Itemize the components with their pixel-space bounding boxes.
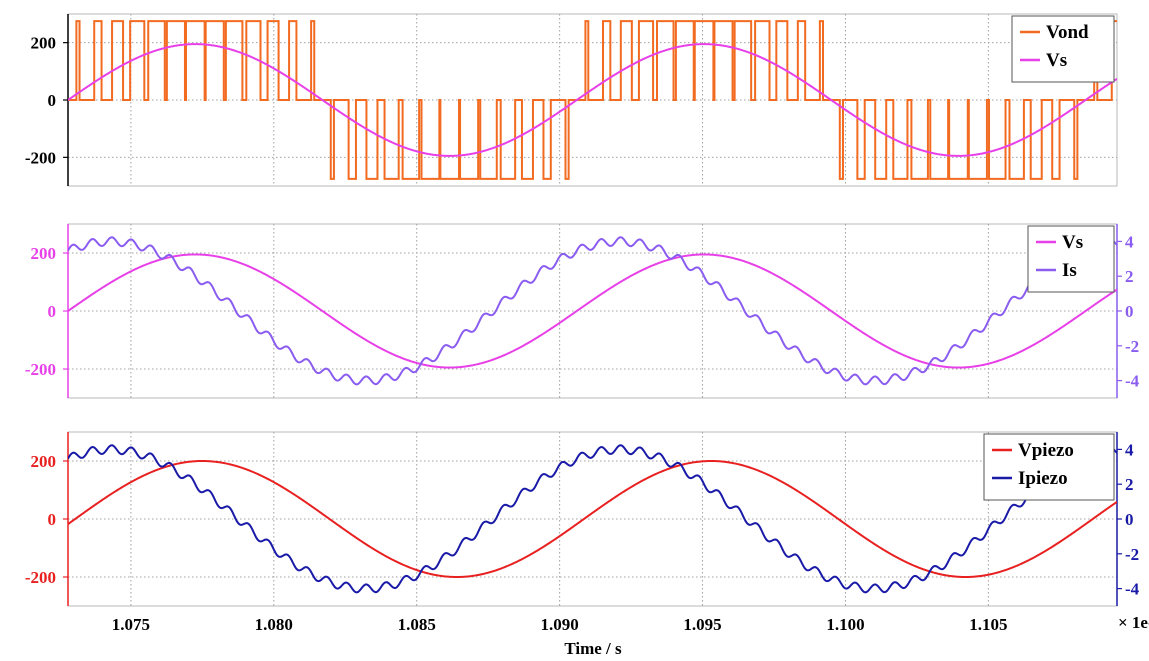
legend: Vpiezo Ipiezo (983, 433, 1115, 501)
series-line-is (68, 236, 1117, 386)
right-tick-label: 4 (1125, 440, 1134, 459)
left-tick-label: 200 (31, 244, 57, 263)
right-tick-label: 2 (1125, 267, 1134, 286)
legend-box (983, 433, 1115, 501)
left-tick-label: 200 (31, 452, 57, 471)
right-tick-label: -2 (1125, 545, 1139, 564)
series-line-vs (68, 43, 1117, 157)
x-tick-label: 1.075 (112, 615, 150, 634)
x-axis-label: Time / s (564, 639, 622, 658)
right-tick-label: -4 (1125, 372, 1140, 391)
left-tick-label: -200 (25, 148, 56, 167)
legend-entry: Vpiezo (1018, 440, 1074, 461)
left-tick-label: 200 (31, 34, 57, 53)
x-axis: × 1e-3 Time / s 1.075 1.080 1.085 1.090 1.09… (112, 613, 1149, 658)
x-tick-label: 1.090 (541, 615, 579, 634)
x-tick-label: 1.080 (255, 615, 293, 634)
legend: Vond Vs (1011, 15, 1115, 83)
x-multiplier-label: × 1e-3 (1118, 613, 1149, 632)
x-tick-label: 1.100 (826, 615, 864, 634)
legend-entry: Ipiezo (1018, 468, 1068, 489)
right-tick-label: 4 (1125, 232, 1134, 251)
legend-box (1011, 15, 1115, 83)
panel-bottom: -200 0 200 -4 -2 0 2 4 Vpiezo Ipiezo (25, 431, 1140, 607)
right-tick-label: 0 (1125, 302, 1134, 321)
series-line-vs (68, 253, 1117, 369)
legend: Vs Is (1027, 225, 1115, 293)
panel-middle: -200 0 200 -4 -2 0 2 4 Vs Is (25, 223, 1140, 399)
right-tick-label: 0 (1125, 510, 1134, 529)
x-tick-label: 1.105 (969, 615, 1007, 634)
left-tick-label: -200 (25, 360, 56, 379)
left-tick-label: 0 (48, 302, 57, 321)
left-tick-label: 0 (48, 91, 57, 110)
right-tick-label: 2 (1125, 475, 1134, 494)
x-tick-label: 1.095 (683, 615, 721, 634)
right-tick-label: -2 (1125, 337, 1139, 356)
left-tick-label: 0 (48, 510, 57, 529)
legend-entry: Vond (1046, 22, 1089, 43)
left-tick-label: -200 (25, 568, 56, 587)
series-line-vond (68, 20, 1117, 180)
panel-top: -200 0 200 Vond Vs (25, 13, 1118, 187)
legend-entry: Is (1062, 260, 1077, 281)
right-tick-label: -4 (1125, 580, 1140, 599)
x-tick-label: 1.085 (398, 615, 436, 634)
legend-box (1027, 225, 1115, 293)
legend-entry: Vs (1062, 232, 1083, 253)
series-line-ipiezo (68, 444, 1117, 594)
series-line-vpiezo (68, 460, 1117, 579)
legend-entry: Vs (1046, 50, 1067, 71)
